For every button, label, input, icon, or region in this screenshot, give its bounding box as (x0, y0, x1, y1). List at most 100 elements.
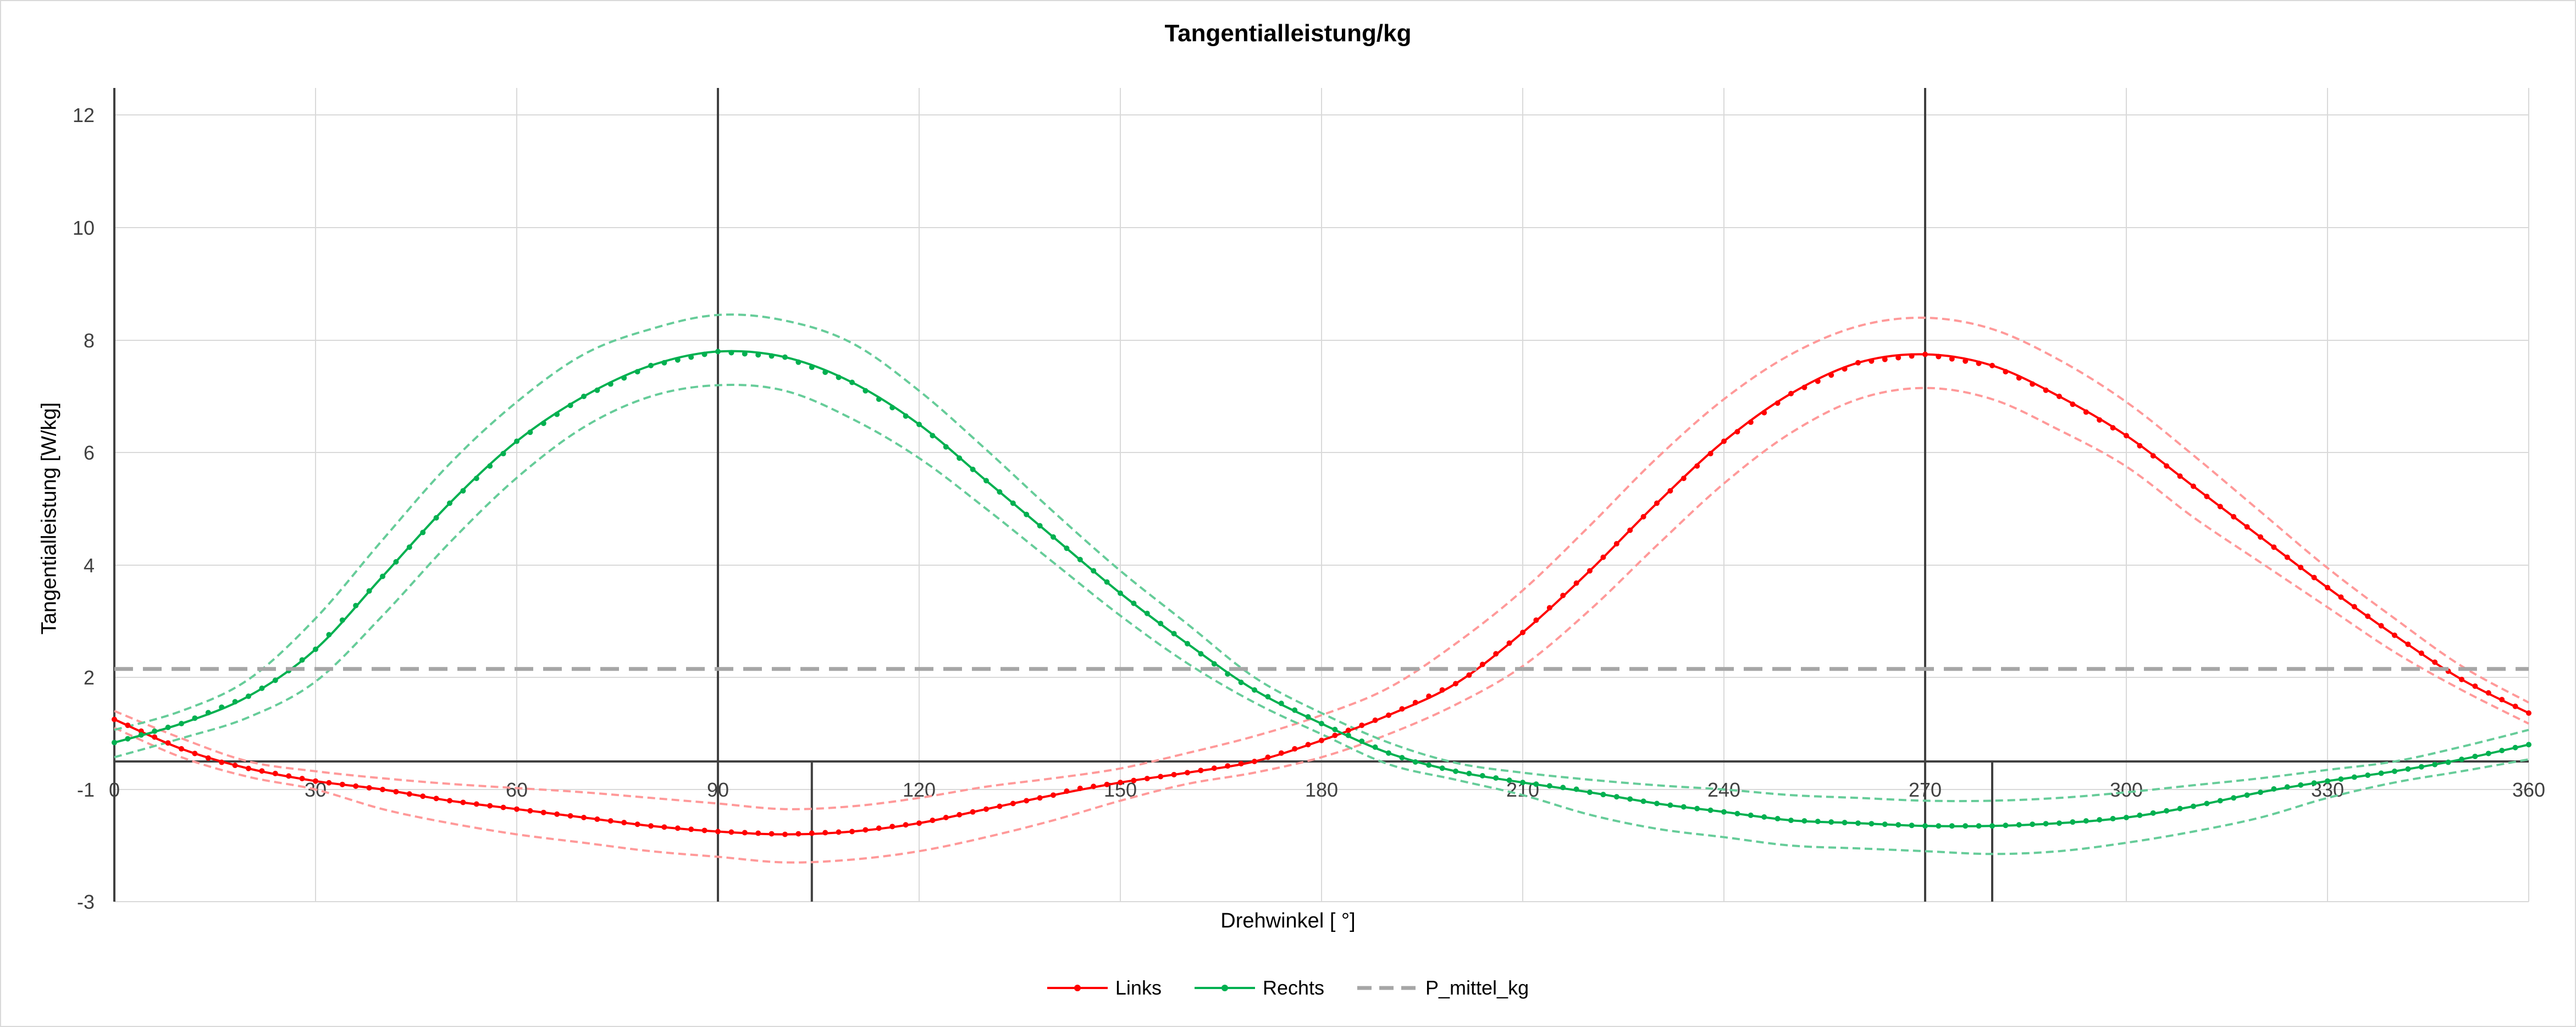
data-point-links (2392, 632, 2397, 638)
data-point-rechts (2177, 805, 2183, 811)
data-point-links (1211, 765, 1217, 771)
data-point-links (594, 816, 600, 822)
data-point-rechts (1453, 768, 1458, 774)
data-point-links (205, 755, 211, 761)
data-point-rechts (876, 396, 882, 402)
data-point-rechts (688, 354, 694, 360)
data-point-links (339, 781, 345, 787)
data-point-links (1895, 355, 1901, 361)
x-axis-title: Drehwinkel [ °] (1220, 909, 1356, 932)
data-point-rechts (540, 420, 546, 426)
data-point-links (795, 831, 801, 837)
data-point-rechts (1667, 802, 1673, 808)
data-point-links (930, 818, 936, 824)
data-point-links (1707, 451, 1713, 457)
data-point-links (1037, 795, 1043, 801)
data-point-rechts (2338, 776, 2344, 782)
data-point-links (1963, 358, 1969, 364)
data-point-links (1869, 358, 1875, 364)
data-point-rechts (1426, 762, 1432, 768)
data-point-rechts (782, 354, 788, 360)
data-point-rechts (2284, 784, 2290, 790)
data-point-rechts (2351, 774, 2357, 780)
data-point-rechts (1144, 610, 1150, 616)
legend-label-p-mittel-kg: P_mittel_kg (1425, 976, 1529, 999)
data-point-rechts (621, 375, 627, 381)
data-point-links (286, 773, 292, 779)
data-point-rechts (2097, 817, 2103, 823)
data-point-links (1225, 763, 1231, 769)
data-point-links (970, 809, 976, 815)
data-point-links (863, 827, 869, 833)
data-point-rechts (1493, 775, 1499, 781)
data-point-links (313, 778, 318, 784)
data-point-links (1198, 768, 1204, 774)
data-point-links (943, 815, 949, 820)
data-point-links (2003, 369, 2009, 375)
data-point-rechts (1788, 818, 1794, 824)
data-point-links (1640, 514, 1646, 520)
band-upper-links (114, 316, 2529, 810)
data-point-rechts (2003, 822, 2009, 829)
data-point-rechts (889, 405, 895, 411)
data-point-links (447, 798, 452, 804)
data-point-rechts (2070, 819, 2076, 825)
data-point-rechts (2204, 800, 2210, 807)
data-point-rechts (1077, 556, 1083, 562)
data-point-rechts (192, 715, 198, 721)
data-point-links (554, 811, 560, 817)
data-point-rechts (1627, 796, 1633, 802)
data-point-rechts (1869, 821, 1875, 827)
data-point-links (2137, 443, 2143, 449)
data-point-links (1104, 781, 1110, 787)
data-point-links (1506, 640, 1512, 646)
data-point-rechts (2057, 820, 2062, 826)
data-point-rechts (2325, 778, 2330, 784)
data-point-rechts (1292, 707, 1298, 713)
data-point-links (701, 827, 707, 833)
data-point-links (849, 829, 855, 835)
data-point-rechts (1332, 726, 1338, 732)
data-point-links (1412, 699, 1418, 705)
data-point-links (1171, 771, 1177, 777)
data-point-rechts (138, 732, 144, 738)
data-point-rechts (1842, 820, 1848, 826)
data-point-rechts (2378, 770, 2384, 776)
data-point-links (1359, 722, 1365, 728)
legend-swatch-p-mittel-kg (1357, 986, 1418, 990)
data-point-rechts (2110, 816, 2116, 822)
data-point-links (2217, 504, 2223, 510)
data-point-links (1479, 661, 1485, 667)
data-point-rechts (2459, 757, 2464, 763)
data-point-links (2512, 703, 2518, 709)
data-point-rechts (795, 359, 801, 365)
data-point-links (1573, 580, 1579, 586)
data-point-rechts (272, 677, 278, 683)
data-point-links (1131, 777, 1137, 783)
x-tick-label: 270 (1909, 778, 1942, 801)
data-point-links (487, 803, 493, 809)
data-point-links (1118, 780, 1123, 786)
data-point-rechts (2217, 798, 2223, 804)
data-point-links (1520, 630, 1525, 636)
data-point-links (1761, 410, 1767, 416)
data-point-rechts (2512, 744, 2518, 750)
data-point-rechts (1439, 765, 1445, 771)
data-point-links (1278, 750, 1284, 756)
data-point-links (527, 808, 533, 814)
data-point-rechts (165, 725, 171, 731)
data-point-links (2258, 534, 2263, 540)
data-point-links (1654, 500, 1660, 506)
y-tick-label: -3 (77, 891, 95, 913)
data-point-links (728, 829, 734, 835)
data-point-links (1319, 737, 1324, 743)
data-point-links (1453, 681, 1458, 687)
data-point-rechts (1319, 721, 1324, 727)
data-point-links (393, 789, 399, 795)
data-point-rechts (1386, 750, 1391, 756)
data-point-links (1748, 419, 1754, 425)
data-point-rechts (326, 632, 332, 638)
data-point-rechts (2472, 753, 2478, 759)
data-point-rechts (2191, 803, 2196, 809)
data-point-rechts (1801, 818, 1807, 824)
